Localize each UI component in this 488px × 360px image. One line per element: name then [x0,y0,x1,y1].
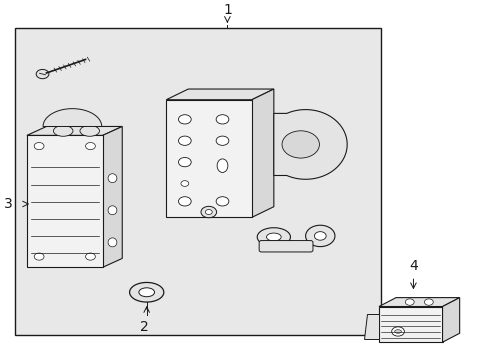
Ellipse shape [108,206,117,215]
Polygon shape [43,109,102,126]
Ellipse shape [53,126,73,136]
Ellipse shape [80,126,100,136]
Ellipse shape [394,330,401,333]
Text: 1: 1 [223,3,231,17]
Ellipse shape [108,174,117,183]
Polygon shape [364,314,378,339]
Circle shape [178,115,191,124]
Bar [15,28,381,335]
Text: 4: 4 [408,258,417,273]
Circle shape [85,253,95,260]
Polygon shape [251,89,273,217]
Circle shape [205,210,212,215]
Text: 3: 3 [3,197,12,211]
Ellipse shape [257,228,290,246]
Circle shape [305,225,334,247]
Circle shape [178,136,191,145]
Bar [378,306,442,342]
Ellipse shape [217,159,227,172]
Circle shape [216,115,228,124]
Polygon shape [102,126,122,267]
Circle shape [178,197,191,206]
Ellipse shape [129,283,163,302]
Polygon shape [166,89,273,100]
Circle shape [216,197,228,206]
Ellipse shape [139,288,154,297]
Polygon shape [442,298,459,342]
Circle shape [282,131,319,158]
Circle shape [85,143,95,150]
Ellipse shape [266,233,281,241]
Circle shape [201,206,216,218]
Circle shape [391,327,404,336]
Circle shape [314,231,325,240]
Circle shape [36,69,49,79]
Circle shape [34,253,44,260]
Circle shape [216,136,228,145]
Bar [166,100,251,217]
FancyBboxPatch shape [259,240,312,252]
Circle shape [34,143,44,150]
Circle shape [424,299,432,305]
Circle shape [405,299,413,305]
Circle shape [178,157,191,167]
Bar [27,135,102,267]
Text: 2: 2 [140,320,148,334]
Polygon shape [27,126,122,135]
Circle shape [181,181,188,186]
Polygon shape [273,109,346,179]
Ellipse shape [108,238,117,247]
Polygon shape [378,298,459,306]
